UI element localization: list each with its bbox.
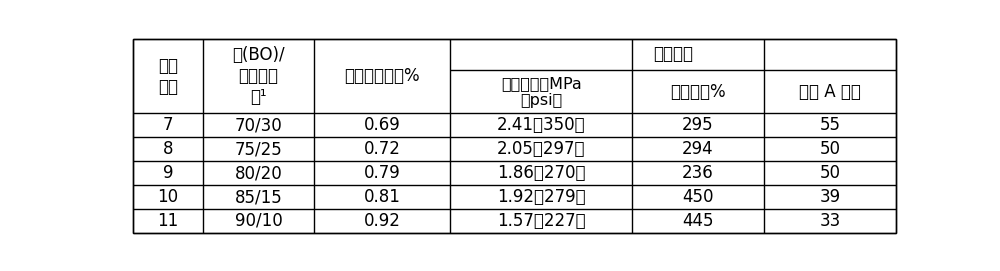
Text: 1.86（270）: 1.86（270） <box>497 164 586 182</box>
Text: 90/10: 90/10 <box>235 212 282 230</box>
Text: 80/20: 80/20 <box>235 164 282 182</box>
Text: 50: 50 <box>820 164 841 182</box>
Text: 0.81: 0.81 <box>364 188 401 206</box>
Text: 8: 8 <box>163 140 173 158</box>
Text: 肖氏 A 硬度: 肖氏 A 硬度 <box>799 83 861 101</box>
Text: 抗张强度，MPa
（psi）: 抗张强度，MPa （psi） <box>501 76 582 108</box>
Text: 55: 55 <box>820 117 841 134</box>
Text: 10: 10 <box>157 188 178 206</box>
Text: 39: 39 <box>820 188 841 206</box>
Text: 295: 295 <box>682 117 714 134</box>
Text: 机械特性: 机械特性 <box>653 46 693 63</box>
Text: 0.79: 0.79 <box>364 164 401 182</box>
Text: 70/30: 70/30 <box>235 117 282 134</box>
Text: 0.92: 0.92 <box>364 212 401 230</box>
Text: 0.72: 0.72 <box>364 140 401 158</box>
Text: 75/25: 75/25 <box>235 140 282 158</box>
Text: 聚(BO)/
蓖麻油比
率¹: 聚(BO)/ 蓖麻油比 率¹ <box>232 46 285 106</box>
Text: 450: 450 <box>682 188 714 206</box>
Text: 9: 9 <box>163 164 173 182</box>
Text: 294: 294 <box>682 140 714 158</box>
Text: 1.92（279）: 1.92（279） <box>497 188 586 206</box>
Text: 85/15: 85/15 <box>235 188 282 206</box>
Text: 50: 50 <box>820 140 841 158</box>
Text: 7: 7 <box>163 117 173 134</box>
Text: 1.57（227）: 1.57（227） <box>497 212 586 230</box>
Text: 33: 33 <box>819 212 841 230</box>
Text: 2.41（350）: 2.41（350） <box>497 117 586 134</box>
Text: 445: 445 <box>682 212 714 230</box>
Text: 236: 236 <box>682 164 714 182</box>
Text: 伸长率，%: 伸长率，% <box>670 83 726 101</box>
Text: 11: 11 <box>157 212 178 230</box>
Text: 吸水率，重量%: 吸水率，重量% <box>345 67 420 85</box>
Text: 0.69: 0.69 <box>364 117 401 134</box>
Text: 实例
编号: 实例 编号 <box>158 57 178 96</box>
Text: 2.05（297）: 2.05（297） <box>497 140 586 158</box>
